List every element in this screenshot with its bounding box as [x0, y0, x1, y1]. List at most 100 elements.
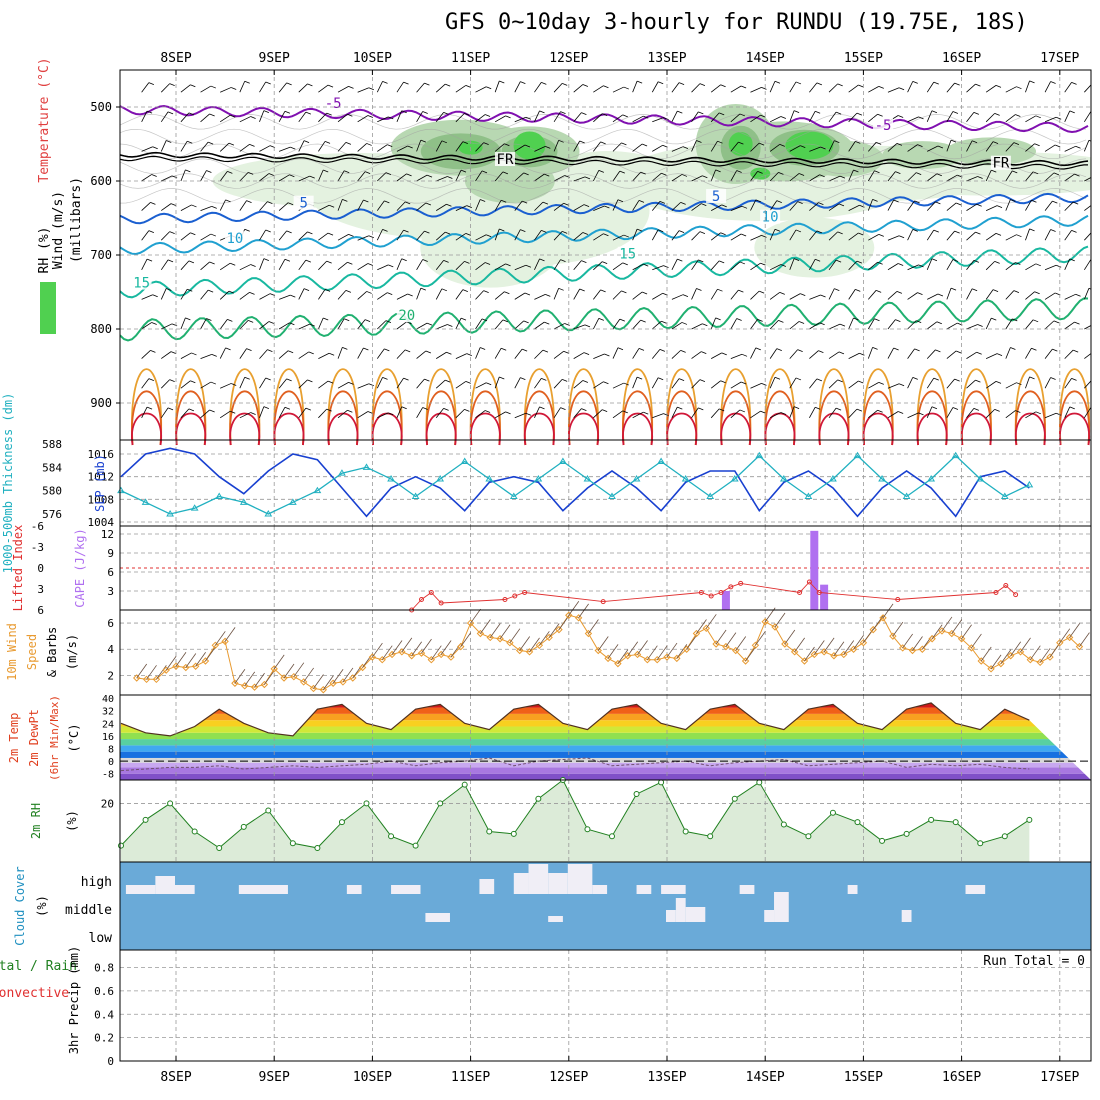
wind-barb-flag [582, 232, 589, 235]
surface-temp-contour [229, 368, 261, 446]
wind-barb-flag [250, 412, 256, 415]
wind-barb-flag [1056, 412, 1062, 416]
thickness-marker [902, 492, 911, 499]
wind-barb-flag [1069, 110, 1075, 114]
wind-barb [160, 83, 170, 93]
wind-barb [455, 261, 465, 271]
wind-barb-flag [583, 352, 590, 355]
wind-barb [789, 321, 800, 330]
wind-barb-flag [385, 172, 392, 176]
wind-barb-flag [858, 380, 864, 384]
thickness-tick-label: 576 [42, 508, 62, 521]
li-tick-label: 3 [37, 583, 44, 596]
cloud-block [346, 885, 362, 894]
wind-barb-flag [853, 317, 859, 321]
wind-barb-flag [385, 320, 392, 324]
wind-barb [907, 81, 914, 93]
wind-barb-flag [598, 169, 604, 173]
wind-barb-flag [167, 407, 174, 411]
wind-barb [652, 292, 663, 300]
slp-tick-label: 1008 [88, 493, 115, 506]
wind-barb [750, 262, 761, 271]
wind-barb-flag [443, 407, 449, 411]
rh-marker [879, 837, 886, 844]
wind-barb [632, 319, 641, 330]
surface-temp-contour [960, 390, 992, 446]
wind-barb-flag [583, 204, 590, 207]
wind-barb-flag [658, 81, 664, 85]
wind-barb-flag [170, 203, 177, 206]
wind-barb-flag [520, 377, 526, 380]
wind-barb-flag [931, 110, 938, 114]
wind-barb [1084, 111, 1091, 123]
wind-barb-flag [699, 379, 706, 382]
wind-barb [298, 351, 309, 359]
wind-barb-flag [268, 173, 275, 176]
rh-marker [265, 807, 272, 814]
wind-barb-flag [780, 116, 787, 119]
wind-barb-flag [525, 116, 532, 120]
contour-label-bg [706, 189, 727, 204]
wind-marker [221, 637, 229, 646]
wind-barb [828, 323, 841, 330]
wind-marker [908, 646, 917, 655]
wind-barb [278, 202, 289, 211]
li-marker [419, 597, 424, 602]
wind-barb-flag [307, 231, 313, 235]
wind-barb [966, 140, 973, 152]
wind-barb [141, 110, 148, 122]
wind-barb-flag [347, 113, 353, 117]
wind-marker [830, 652, 838, 660]
wind-barb-flag [839, 175, 846, 179]
li-marker [502, 597, 508, 602]
wind-barb [769, 291, 781, 300]
contour-label-bg [494, 152, 515, 167]
wind-barb [573, 408, 582, 419]
li-y-label: Lifted Index [11, 525, 25, 612]
wind-barb-flag [211, 353, 217, 357]
wind-barb [534, 173, 545, 182]
wind-barb [809, 259, 816, 270]
wind-barb-flag [1053, 172, 1060, 176]
wind-barb [1079, 632, 1090, 647]
wind-barb-flag [776, 200, 782, 204]
wind-barb-flag [954, 378, 960, 382]
wind-barb-flag [191, 352, 197, 356]
wind-barb-flag [995, 380, 1002, 384]
wind-barb-flag [286, 230, 292, 234]
thickness-marker [878, 475, 886, 482]
wind-barb-flag [834, 140, 840, 143]
wind-barb [882, 603, 894, 619]
wind-barb-flag [755, 347, 761, 351]
wind-barb [632, 200, 640, 211]
li-marker [718, 590, 724, 595]
wind-barb [220, 383, 232, 389]
wind-barb [966, 83, 976, 93]
wind-barb-flag [935, 349, 941, 353]
wind-marker [191, 662, 200, 670]
wind-barb [298, 407, 307, 419]
temp-tick-label: 24 [102, 719, 114, 730]
wind-barb-flag [1029, 80, 1035, 84]
wind-barb-flag [1074, 321, 1080, 325]
precip-label-total-rain: Total / Rain [0, 959, 77, 974]
wind-marker [692, 629, 701, 638]
wind-barb-flag [795, 81, 802, 85]
wind-barb [887, 235, 900, 241]
wind-barb-flag [1031, 347, 1037, 351]
wind-marker [1075, 642, 1084, 651]
cloud-block [685, 907, 706, 922]
cape-y-label: CAPE (J/kg) [73, 528, 87, 607]
wind-barb [597, 636, 609, 651]
wind-barb [534, 230, 542, 241]
wind-barb-flag [345, 289, 352, 293]
cloud-block [548, 916, 563, 922]
wind-barb [514, 264, 527, 271]
li-marker [428, 590, 434, 595]
wind-barb [455, 169, 462, 182]
wind-barb [376, 348, 385, 359]
wind-barb [946, 378, 955, 389]
wind-barb [985, 381, 997, 389]
wind-barb [475, 170, 483, 182]
surface-temp-contour [764, 368, 796, 446]
